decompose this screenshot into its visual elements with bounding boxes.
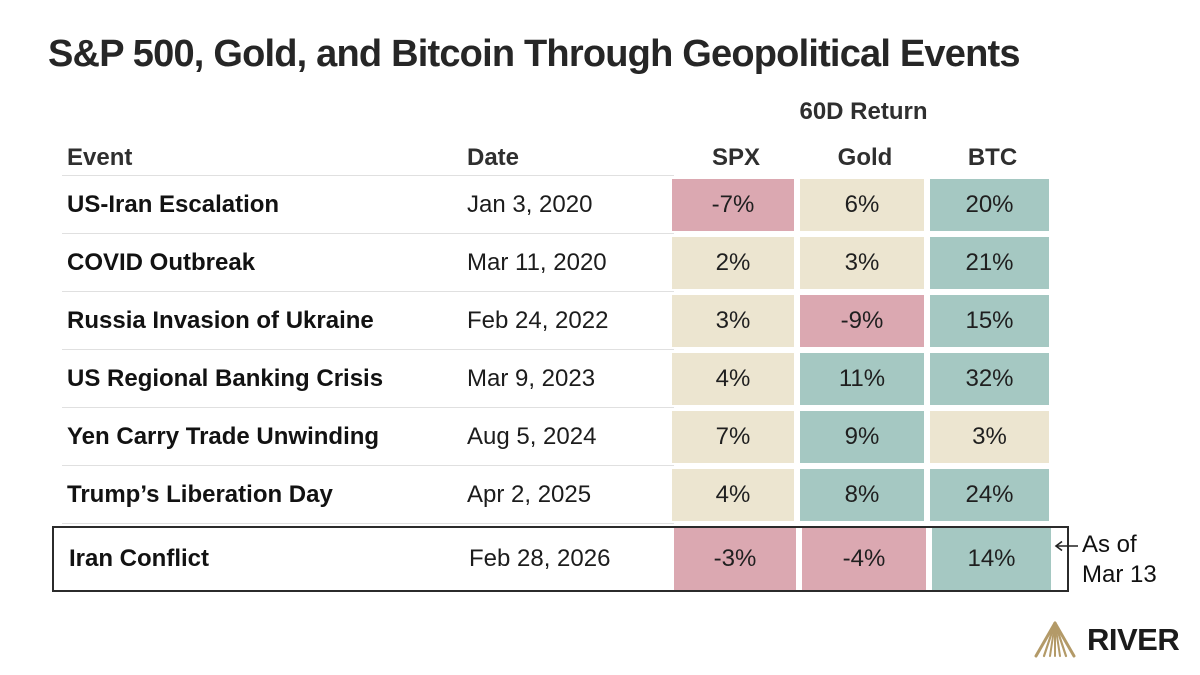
btc-return-cell: 24% — [930, 469, 1049, 521]
btc-return-cell: 21% — [930, 237, 1049, 289]
river-logo-icon — [1034, 621, 1076, 658]
events-table: 60D Return Event Date SPX Gold BTC US-Ir… — [52, 98, 1069, 592]
gold-return-cell: 3% — [800, 237, 924, 289]
btc-return-cell: 32% — [930, 353, 1049, 405]
annotation-connector-arrow — [1054, 540, 1078, 552]
col-header-gold: Gold — [837, 144, 893, 171]
as-of-annotation: As of Mar 13 — [1082, 530, 1157, 590]
table-row: Russia Invasion of Ukraine Feb 24, 2022 … — [62, 292, 1055, 350]
group-header-60d-return: 60D Return — [799, 98, 928, 125]
date-cell: Feb 24, 2022 — [467, 307, 609, 334]
table-row: US Regional Banking Crisis Mar 9, 2023 4… — [62, 350, 1055, 408]
table-row: US-Iran Escalation Jan 3, 2020 -7% 6% 20… — [62, 176, 1055, 234]
event-cell: US Regional Banking Crisis — [67, 365, 384, 392]
event-cell: Yen Carry Trade Unwinding — [67, 423, 380, 450]
spx-return-cell: -7% — [672, 179, 794, 231]
date-cell: Apr 2, 2025 — [467, 481, 592, 508]
spx-return-cell: 4% — [672, 353, 794, 405]
annotation-line2: Mar 13 — [1082, 561, 1157, 588]
spx-return-cell: 7% — [672, 411, 794, 463]
date-cell: Aug 5, 2024 — [467, 423, 597, 450]
btc-return-cell: 14% — [932, 528, 1051, 590]
gold-return-cell: -9% — [800, 295, 924, 347]
gold-return-cell: -4% — [802, 528, 926, 590]
gold-return-cell: 6% — [800, 179, 924, 231]
col-header-spx: SPX — [711, 144, 761, 171]
col-header-date: Date — [467, 144, 520, 171]
btc-return-cell: 15% — [930, 295, 1049, 347]
event-cell: COVID Outbreak — [67, 249, 256, 276]
table-row: COVID Outbreak Mar 11, 2020 2% 3% 21% — [62, 234, 1055, 292]
spx-return-cell: -3% — [674, 528, 796, 590]
event-cell: Trump’s Liberation Day — [67, 481, 333, 508]
event-cell: Iran Conflict — [69, 545, 210, 572]
table-row: Trump’s Liberation Day Apr 2, 2025 4% 8%… — [62, 466, 1055, 524]
table-header-row: Event Date SPX Gold BTC — [62, 140, 1055, 176]
river-wordmark: RIVER — [1087, 622, 1180, 657]
gold-return-cell: 11% — [800, 353, 924, 405]
spx-return-cell: 3% — [672, 295, 794, 347]
highlight-box: Iran Conflict Feb 28, 2026 -3% -4% 14% — [52, 526, 1069, 592]
btc-return-cell: 20% — [930, 179, 1049, 231]
event-cell: Russia Invasion of Ukraine — [67, 307, 374, 334]
table-row: Yen Carry Trade Unwinding Aug 5, 2024 7%… — [62, 408, 1055, 466]
date-cell: Feb 28, 2026 — [469, 545, 611, 572]
chart-title: S&P 500, Gold, and Bitcoin Through Geopo… — [48, 33, 1020, 75]
spx-return-cell: 2% — [672, 237, 794, 289]
event-cell: US-Iran Escalation — [67, 191, 280, 218]
table-row: Iran Conflict Feb 28, 2026 -3% -4% 14% — [64, 528, 1067, 590]
col-header-event: Event — [67, 144, 133, 171]
river-logo: RIVER — [1032, 620, 1180, 660]
spx-return-cell: 4% — [672, 469, 794, 521]
date-cell: Mar 11, 2020 — [467, 249, 607, 276]
btc-return-cell: 3% — [930, 411, 1049, 463]
gold-return-cell: 9% — [800, 411, 924, 463]
table-body: US-Iran Escalation Jan 3, 2020 -7% 6% 20… — [52, 176, 1069, 592]
col-header-btc: BTC — [967, 144, 1018, 171]
date-cell: Jan 3, 2020 — [467, 191, 593, 218]
gold-return-cell: 8% — [800, 469, 924, 521]
annotation-line1: As of — [1082, 531, 1137, 558]
date-cell: Mar 9, 2023 — [467, 365, 596, 392]
